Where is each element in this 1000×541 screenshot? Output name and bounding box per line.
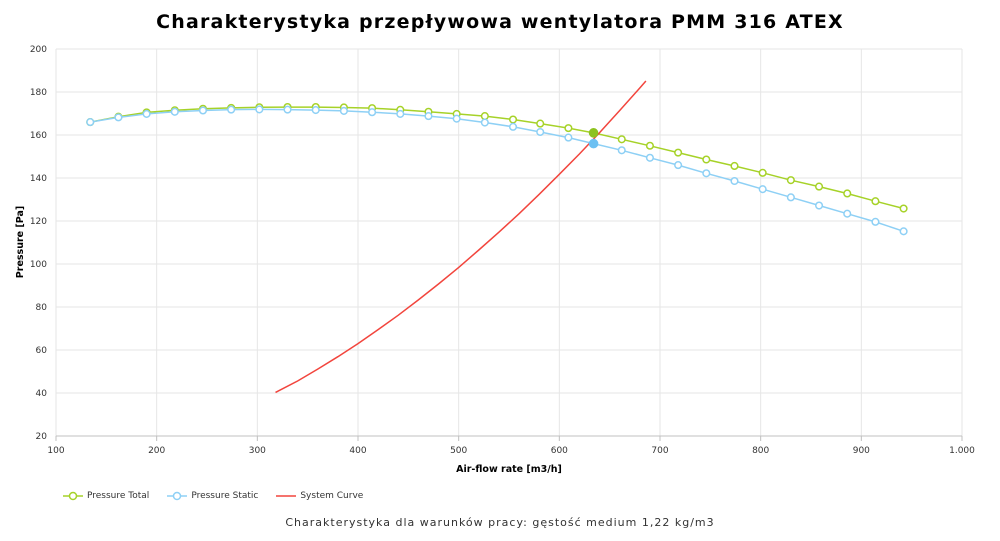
data-point-pressure-total[interactable]	[899, 204, 908, 213]
x-tick-label: 500	[450, 446, 467, 456]
data-point-pressure-static[interactable]	[871, 217, 880, 226]
data-point-pressure-static[interactable]	[758, 185, 767, 194]
legend-label-system-curve: System Curve	[300, 491, 364, 501]
data-point-pressure-static[interactable]	[730, 176, 739, 186]
series-line-pressure-total	[90, 106, 904, 210]
y-tick-label: 180	[30, 88, 47, 98]
data-point-pressure-static[interactable]	[368, 108, 377, 117]
data-point-pressure-static[interactable]	[899, 227, 908, 236]
series-line-pressure-static	[90, 108, 904, 233]
data-point-pressure-static[interactable]	[311, 106, 320, 115]
footer-note: Charakterystyka dla warunków pracy: gęst…	[285, 516, 715, 529]
data-point-pressure-total[interactable]	[786, 176, 795, 185]
x-tick-label: 400	[349, 446, 366, 456]
data-point-pressure-static[interactable]	[674, 161, 683, 170]
x-tick-label: 1.000	[949, 446, 975, 456]
data-point-pressure-static[interactable]	[702, 169, 711, 178]
legend-item-pressure-total[interactable]: Pressure Total	[63, 490, 149, 502]
legend-label-pressure-static: Pressure Static	[191, 491, 259, 501]
operating-point-pressure-total[interactable]	[588, 128, 599, 138]
y-tick-label: 20	[36, 432, 48, 442]
axis-layer: 100 200 300 400 500 600 700 800 900 1.000 20 40 60 80…	[30, 45, 975, 456]
data-point-pressure-static[interactable]	[396, 109, 405, 118]
data-point-pressure-total[interactable]	[815, 182, 824, 191]
data-point-pressure-static[interactable]	[170, 107, 179, 116]
y-tick-label: 100	[30, 260, 47, 270]
data-point-pressure-static[interactable]	[339, 106, 348, 115]
data-point-pressure-total[interactable]	[508, 115, 518, 124]
x-tick-label: 100	[47, 446, 64, 456]
y-tick-label: 120	[30, 217, 47, 227]
y-axis-label: Pressure [Pa]	[15, 206, 26, 278]
legend: Pressure Total Pressure Static System Cu…	[63, 490, 363, 502]
x-axis-label: Air-flow rate [m3/h]	[456, 464, 562, 475]
data-point-pressure-total[interactable]	[843, 189, 852, 198]
y-tick-label: 60	[36, 346, 48, 356]
operating-point-pressure-static[interactable]	[588, 138, 599, 149]
data-point-pressure-static[interactable]	[227, 105, 236, 114]
x-tick-label: 700	[651, 446, 668, 456]
data-point-pressure-total[interactable]	[702, 155, 711, 164]
chart-title: Charakterystyka przepływowa wentylatora …	[156, 11, 844, 33]
data-point-pressure-static[interactable]	[480, 118, 489, 127]
data-point-pressure-static[interactable]	[452, 114, 461, 123]
y-tick-label: 160	[30, 131, 47, 141]
data-point-pressure-total[interactable]	[617, 135, 626, 144]
data-point-pressure-static[interactable]	[198, 106, 208, 115]
data-point-pressure-static[interactable]	[564, 133, 573, 142]
legend-label-pressure-total: Pressure Total	[87, 491, 150, 501]
legend-item-system-curve[interactable]: System Curve	[276, 490, 363, 502]
y-tick-label: 80	[36, 303, 48, 313]
series-line-system-curve	[275, 80, 647, 394]
legend-item-pressure-static[interactable]: Pressure Static	[167, 490, 258, 502]
data-point-pressure-static[interactable]	[786, 193, 795, 202]
y-tick-label: 40	[36, 389, 48, 399]
data-point-pressure-total[interactable]	[564, 124, 573, 133]
series-layer	[86, 80, 908, 394]
data-point-pressure-static[interactable]	[536, 127, 545, 137]
x-tick-label: 900	[853, 446, 870, 456]
data-point-pressure-static[interactable]	[114, 113, 123, 122]
data-point-pressure-static[interactable]	[617, 146, 626, 155]
x-tick-label: 600	[551, 446, 568, 456]
data-point-pressure-static[interactable]	[86, 118, 95, 127]
data-point-pressure-static[interactable]	[843, 209, 852, 218]
grid-layer	[55, 48, 963, 437]
data-point-pressure-static[interactable]	[508, 122, 518, 131]
data-point-pressure-static[interactable]	[424, 112, 433, 121]
data-point-pressure-static[interactable]	[645, 153, 654, 162]
y-tick-label: 140	[30, 174, 47, 184]
data-point-pressure-total[interactable]	[645, 141, 654, 150]
data-point-pressure-static[interactable]	[283, 105, 292, 114]
x-tick-label: 800	[752, 446, 769, 456]
data-point-pressure-total[interactable]	[480, 112, 489, 121]
data-point-pressure-static[interactable]	[815, 201, 824, 210]
legend-swatch-pressure-static	[167, 491, 188, 501]
y-tick-label: 200	[30, 45, 47, 55]
x-tick-label: 200	[148, 446, 165, 456]
data-point-pressure-static[interactable]	[255, 105, 264, 114]
data-point-pressure-total[interactable]	[536, 119, 545, 128]
x-tick-label: 300	[249, 446, 266, 456]
legend-swatch-system-curve	[276, 495, 297, 497]
data-point-pressure-total[interactable]	[758, 168, 767, 177]
data-point-pressure-static[interactable]	[142, 109, 151, 118]
data-point-pressure-total[interactable]	[871, 197, 880, 206]
data-point-pressure-total[interactable]	[674, 148, 683, 157]
data-point-pressure-total[interactable]	[730, 161, 739, 171]
legend-swatch-pressure-total	[63, 491, 83, 501]
